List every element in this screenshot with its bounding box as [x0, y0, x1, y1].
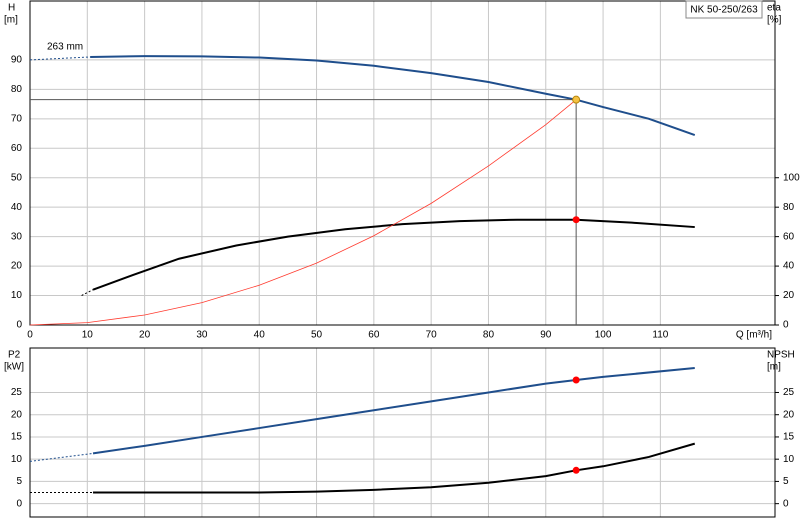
curve [29, 452, 94, 462]
y-tick-label: 20 [11, 261, 23, 272]
y2-axis-label: [%] [767, 15, 782, 26]
x-tick-label: 90 [540, 330, 552, 341]
y-tick-label: 15 [11, 432, 23, 443]
operating-point [572, 466, 580, 474]
y-tick-label: 90 [11, 55, 23, 66]
x-tick-label: 10 [82, 330, 94, 341]
title-box [685, 0, 763, 19]
y2-tick-label: 0 [783, 320, 789, 331]
y-axis-label: P2 [8, 350, 21, 361]
y-axis-label: [kW] [4, 362, 24, 373]
x-tick-label: 0 [27, 330, 33, 341]
y-tick-label: 30 [11, 231, 23, 242]
x-tick-label: 30 [196, 330, 208, 341]
y2-tick-label: 25 [783, 387, 795, 398]
y2-tick-label: 100 [783, 172, 800, 183]
curve [90, 55, 696, 136]
y-tick-label: 0 [16, 498, 22, 509]
x-tick-label: 40 [254, 330, 266, 341]
y2-tick-label: 5 [783, 476, 789, 487]
x-tick-label: 100 [595, 330, 612, 341]
y2-tick-label: 80 [783, 202, 795, 213]
y2-tick-label: 0 [783, 498, 789, 509]
y2-axis-label: eta [767, 3, 781, 14]
curve [92, 218, 695, 291]
y-tick-label: 5 [16, 476, 22, 487]
y2-axis-label: [m] [767, 362, 781, 373]
operating-point [572, 216, 580, 224]
y2-tick-label: 20 [783, 409, 795, 420]
chart-title: NK 50-250/263 [690, 5, 758, 16]
y-tick-label: 10 [11, 454, 23, 465]
x-axis-label: Q [m³/h] [736, 330, 772, 341]
annotation: 263 mm [47, 42, 83, 53]
plot-frame [29, 0, 776, 326]
curve [92, 367, 695, 455]
x-tick-label: 110 [652, 330, 668, 341]
x-tick-label: 50 [311, 330, 323, 341]
x-tick-label: 80 [483, 330, 495, 341]
curve [93, 442, 696, 494]
y-tick-label: 50 [11, 172, 23, 183]
curve [29, 99, 577, 326]
y2-tick-label: 15 [783, 432, 795, 443]
y-tick-label: 10 [11, 290, 23, 301]
x-tick-label: 60 [368, 330, 380, 341]
x-tick-label: 70 [426, 330, 438, 341]
operating-point [572, 376, 580, 384]
y-tick-label: 70 [11, 113, 23, 124]
y2-tick-label: 10 [783, 454, 795, 465]
plot-frame [29, 347, 776, 518]
y-axis-label: H [8, 3, 15, 14]
y-tick-label: 20 [11, 409, 23, 420]
y-tick-label: 60 [11, 143, 23, 154]
y2-tick-label: 40 [783, 261, 795, 272]
y2-axis-label: NPSH [767, 350, 795, 361]
x-tick-label: 20 [139, 330, 151, 341]
y-tick-label: 0 [16, 320, 22, 331]
y-axis-label: [m] [4, 15, 18, 26]
y-tick-label: 25 [11, 387, 23, 398]
y2-tick-label: 20 [783, 290, 795, 301]
operating-point [572, 95, 581, 104]
y-tick-label: 40 [11, 202, 23, 213]
y2-tick-label: 60 [783, 231, 795, 242]
y-tick-label: 80 [11, 84, 23, 95]
